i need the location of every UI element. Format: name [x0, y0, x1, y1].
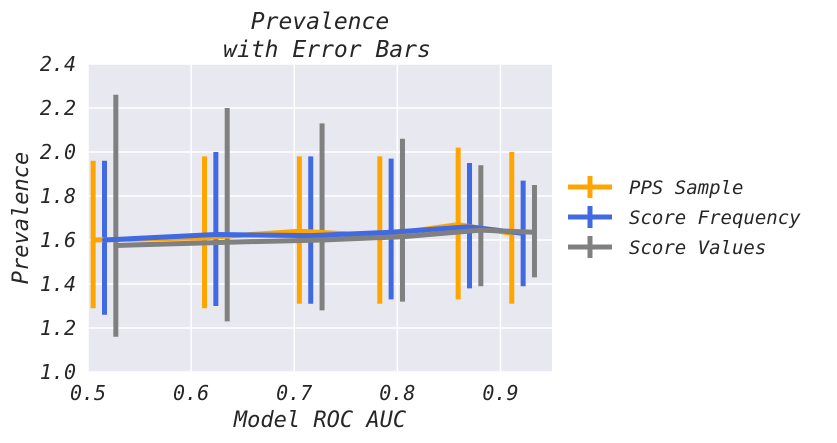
y-tick-label: 1.8 [40, 184, 76, 208]
x-tick-label: 0.9 [482, 381, 518, 405]
x-tick-label: 0.6 [173, 381, 209, 405]
legend-item: Score Frequency [568, 206, 801, 229]
legend: PPS Sample Score Frequency Score Values [568, 176, 801, 259]
y-tick-label: 1.4 [40, 272, 76, 296]
y-tick-label: 2.2 [40, 96, 76, 120]
legend-item: PPS Sample [568, 176, 743, 199]
y-tick-label: 1.2 [40, 316, 76, 340]
x-tick-label: 0.8 [379, 381, 415, 405]
y-axis-label: Prevalence [9, 152, 34, 284]
legend-label: Score Values [629, 237, 766, 259]
y-tick-label: 1.6 [40, 228, 76, 252]
x-axis-label: Model ROC AUC [233, 408, 407, 433]
tick-labels: 0.5 0.6 0.7 0.8 0.9 1.0 1.2 1.4 1.6 1.8 2.0 2.2 2.4 [40, 52, 519, 405]
y-tick-label: 2.4 [40, 52, 76, 76]
x-tick-label: 0.7 [276, 381, 312, 405]
series-line [113, 227, 537, 248]
y-tick-label: 2.0 [40, 140, 76, 164]
legend-item: Score Values [568, 236, 766, 259]
x-tick-label: 0.5 [70, 381, 106, 405]
legend-label: Score Frequency [629, 207, 801, 229]
y-tick-label: 1.0 [40, 360, 76, 384]
legend-label: PPS Sample [629, 177, 743, 199]
series-group [90, 94, 537, 337]
chart-title-line-1: Prevalence [251, 9, 389, 35]
chart-title-line-2: with Error Bars [223, 37, 431, 63]
